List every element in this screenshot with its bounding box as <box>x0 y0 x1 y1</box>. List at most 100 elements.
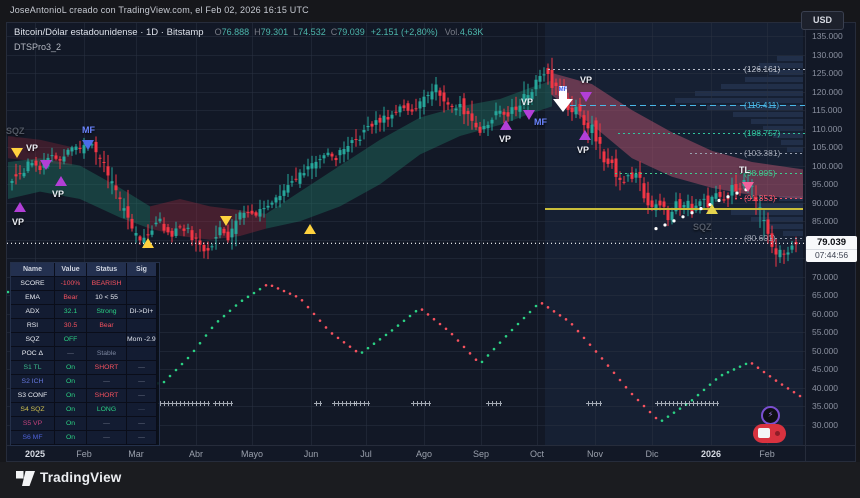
time-axis-label: Feb <box>759 449 775 459</box>
tri-down-marker-icon <box>580 92 592 102</box>
price-axis-label: 125.000 <box>812 68 843 79</box>
table-row: S3 CONF On SHORT — <box>11 389 159 403</box>
table-row: RSI 30.5 Bear <box>11 319 159 333</box>
price-axis-label: 135.000 <box>812 31 843 41</box>
table-cell-name: RSI <box>11 319 55 333</box>
table-cell-name: EMA <box>11 291 55 305</box>
price-axis-label: 100.000 <box>812 160 843 171</box>
tri-down-marker-icon <box>11 148 23 158</box>
table-cell-value: Bear <box>55 291 87 305</box>
price-axis-label: 85.000 <box>812 216 838 227</box>
table-cell-name: SCORE <box>11 277 55 291</box>
table-cell-status: 10 < 55 <box>87 291 127 305</box>
table-cell-sig: — <box>127 417 157 431</box>
indicator-status-table: Name Value Status Sig SCORE -100% BEARISH EMA Be… <box>10 262 160 446</box>
time-axis-label: Ago <box>415 449 433 459</box>
tri-down-marker-icon <box>742 182 754 192</box>
ohlc-label: O <box>214 27 222 37</box>
table-cell-value: — <box>55 347 87 361</box>
symbol-legend: Bitcoin/Dólar estadounidense · 1D · Bits… <box>14 27 483 38</box>
vp-signal-label: VP <box>521 97 534 107</box>
tl-signal-label: TL <box>739 165 750 175</box>
mf-signal-label: MF <box>82 125 95 135</box>
sqz-signal-label: SQZ <box>6 126 25 136</box>
time-axis-label: 2025 <box>24 449 46 459</box>
table-header-cell: Status <box>87 263 127 277</box>
tri-up-marker-icon <box>579 130 591 140</box>
currency-button[interactable]: USD <box>801 11 844 30</box>
price-axis-label: 50.000 <box>812 345 838 356</box>
table-cell-status <box>87 333 127 347</box>
ohlc-value: 76.888 <box>221 27 250 37</box>
price-tag-countdown: 07:44:56 <box>806 249 857 260</box>
tri-up-marker-icon <box>14 202 26 212</box>
level-label: (126.161) <box>744 63 781 74</box>
table-cell-sig <box>127 319 157 333</box>
time-axis-label: Oct <box>529 449 545 459</box>
tri-down-marker-icon <box>220 216 232 226</box>
ohlc-label: L <box>293 27 299 37</box>
volume-value: 4,63K <box>459 27 484 37</box>
time-axis-label: Nov <box>586 449 604 459</box>
ohlc-value: 79.039 <box>337 27 365 37</box>
table-row: S2 ICH On — — <box>11 375 159 389</box>
symbol-title: Bitcoin/Dólar estadounidense · 1D · Bits… <box>14 27 204 38</box>
volume-label: Vol. <box>444 27 460 37</box>
table-cell-name: S4 SQZ <box>11 403 55 417</box>
level-label: (116.411) <box>744 99 780 110</box>
tri-down-marker-icon <box>40 160 52 170</box>
price-tag-value: 79.039 <box>816 237 847 248</box>
ohlc-value: 79.301 <box>260 27 289 37</box>
tri-up-marker-icon <box>706 204 718 214</box>
indicator-label[interactable]: DTSPro3_2 <box>14 42 62 52</box>
table-cell-name: S1 TL <box>11 361 55 375</box>
table-cell-status: — <box>87 431 127 445</box>
price-axis-label: 65.000 <box>812 290 838 301</box>
time-axis-label: Dic <box>645 449 659 459</box>
time-axis-label: Abr <box>188 449 204 459</box>
ohlc-label: H <box>254 27 261 37</box>
table-cell-name: S5 VP <box>11 417 55 431</box>
table-cell-name: POC Δ <box>11 347 55 361</box>
ohlc-value: 74.532 <box>298 27 326 37</box>
vp-signal-label: VP <box>580 75 593 85</box>
tri-up-marker-icon <box>500 120 512 130</box>
table-cell-sig: — <box>127 431 157 445</box>
table-cell-status: — <box>87 375 127 389</box>
price-axis-label: 90.000 <box>812 197 838 208</box>
time-axis-label: 2026 <box>700 449 722 459</box>
vp-signal-label: VP <box>577 145 590 155</box>
table-cell-status: — <box>87 417 127 431</box>
price-axis-label: 110.000 <box>812 123 843 134</box>
table-cell-value: On <box>55 403 87 417</box>
tri-up-marker-icon <box>304 224 316 234</box>
level-label: (98.005) <box>744 168 776 179</box>
price-axis-label: 35.000 <box>812 401 838 412</box>
table-row: ADX 32.1 Strong DI->DI+ <box>11 305 159 319</box>
change-value: +2.151 (+2,80%) <box>370 27 438 37</box>
table-cell-name: S6 MF <box>11 431 55 445</box>
camera-lens-icon <box>775 431 780 436</box>
table-cell-name: SQZ <box>11 333 55 347</box>
level-label: (108.757) <box>744 128 781 139</box>
ohlc-label: C <box>330 27 338 37</box>
table-cell-sig: DI->DI+ <box>127 305 157 319</box>
time-axis-label: Jul <box>360 449 372 459</box>
level-label: (91.353) <box>744 192 776 203</box>
table-cell-status: SHORT <box>87 361 127 375</box>
table-row: POC Δ — Stable <box>11 347 159 361</box>
table-cell-status: Stable <box>87 347 127 361</box>
table-cell-value: OFF <box>55 333 87 347</box>
time-axis-label: Mar <box>128 449 144 459</box>
tradingview-logo-icon[interactable] <box>16 471 35 491</box>
table-cell-name: S3 CONF <box>11 389 55 403</box>
snapshot-button[interactable] <box>753 424 786 443</box>
table-cell-name: S2 ICH <box>11 375 55 389</box>
table-header-cell: Name <box>11 263 55 277</box>
table-cell-value: 32.1 <box>55 305 87 319</box>
table-cell-sig: Mom -2.90 ↓ <box>127 333 157 347</box>
time-axis-label: Feb <box>76 449 92 459</box>
price-tag: 79.039 07:44:56 <box>806 236 857 262</box>
flash-button[interactable]: ⚡ <box>761 406 780 425</box>
